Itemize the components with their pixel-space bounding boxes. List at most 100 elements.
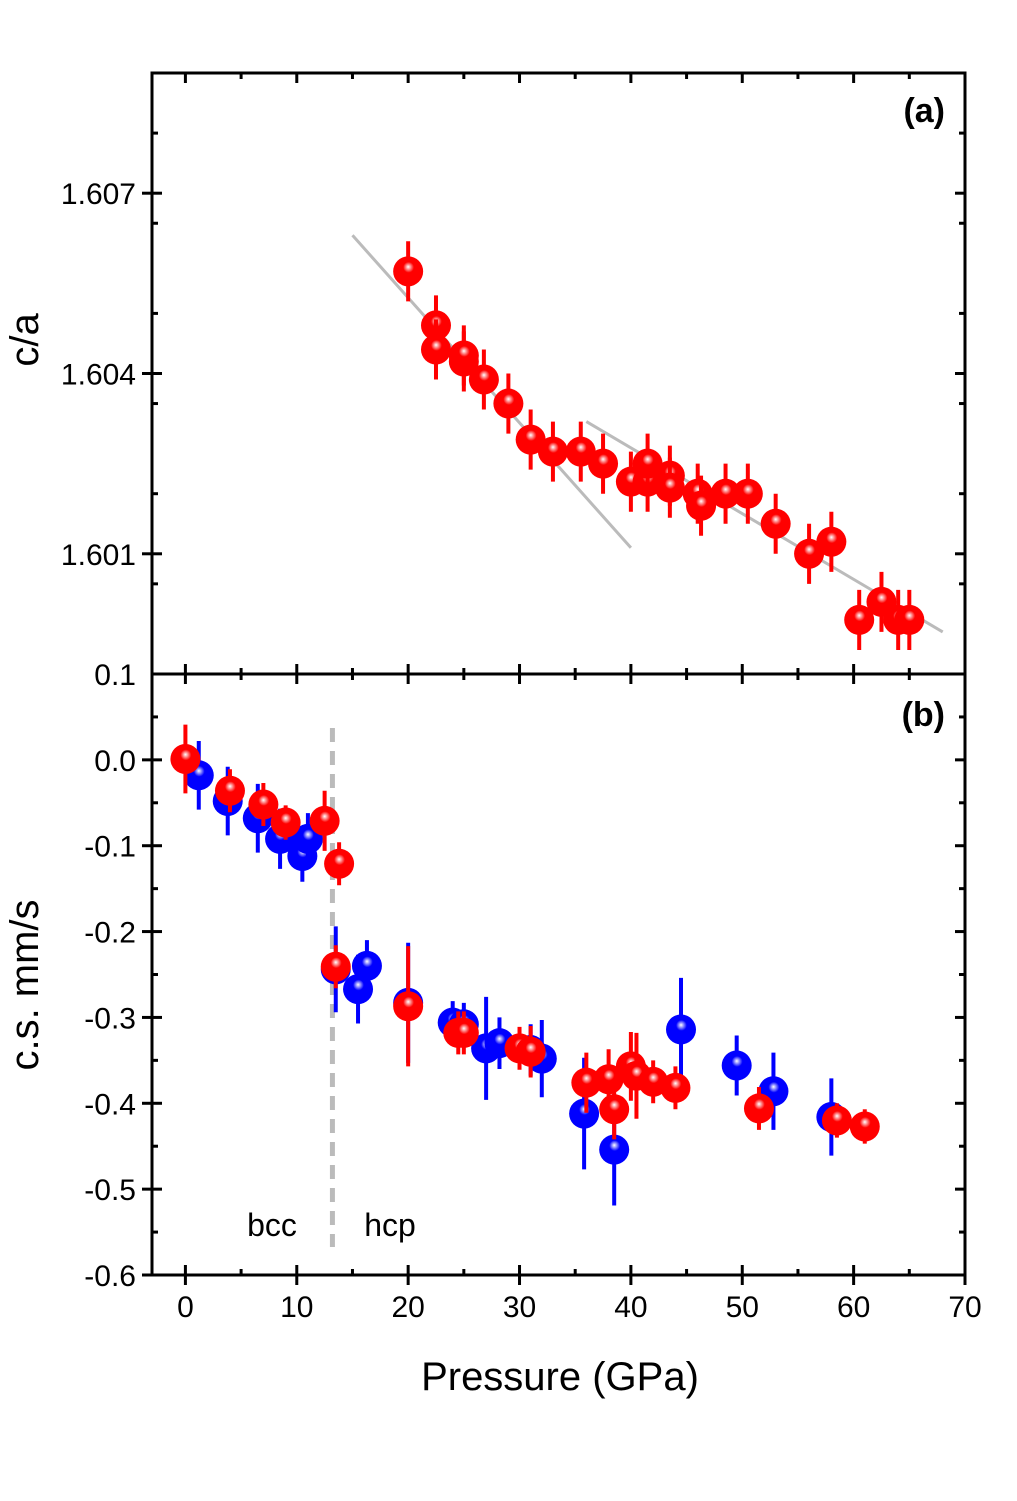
panel-b-y-tick-label: -0.6 [84, 1260, 136, 1293]
panel-b-series-1-point [393, 946, 424, 1067]
panel-b-marker [721, 1050, 752, 1081]
panel-a-series-0-point [565, 421, 596, 482]
panel-a-series-0-point [537, 421, 568, 482]
panel-b-series-1-point [515, 1026, 546, 1078]
panel-a-series-0-point [393, 241, 424, 302]
panel-a-y-tick-label: 1.607 [61, 178, 136, 211]
panel-a-series-0-point [420, 319, 451, 380]
panel-b-plot-frame [150, 672, 967, 1277]
panel-b-series-1-point [324, 842, 355, 886]
panel-a-marker [515, 424, 546, 455]
panel-a-marker [420, 334, 451, 365]
panel-b-marker [666, 1014, 697, 1045]
panel-b-ticks: 0.0 -0.1 -0.2 -0.3 -0.4 -0.5 -0.6 0 10 20 30 40 50 60… [84, 674, 982, 1324]
panel-b-series-1-point [743, 1086, 774, 1130]
panel-a-marker [468, 364, 499, 395]
panel-b-series-1-point [309, 790, 340, 851]
panel-a-y-axis-title: c/a [3, 313, 47, 367]
panel-b-marker [821, 1105, 852, 1136]
panel-b-series-1-point [821, 1103, 852, 1138]
panel-b-x-tick-label: 60 [837, 1291, 870, 1324]
panel-b-y-tick-label: -0.1 [84, 831, 136, 864]
panel-a-data-points [393, 241, 925, 650]
panel-b-y-tick-label: -0.2 [84, 917, 136, 950]
panel-a-marker [686, 490, 717, 521]
panel-a-marker [760, 508, 791, 539]
panel-b-marker [351, 950, 382, 981]
panel-a-series-0-point [794, 523, 825, 584]
panel-b-y-tick-label: -0.4 [84, 1088, 136, 1121]
panel-b-marker [448, 1017, 479, 1048]
panel-b-x-tick-label: 50 [726, 1291, 759, 1324]
panel-b-marker [515, 1036, 546, 1067]
panel-b: 0.0 -0.1 -0.2 -0.3 -0.4 -0.5 -0.6 0 10 20 30 40 50 60… [3, 672, 982, 1399]
panel-a-series-0-point [710, 463, 741, 524]
panel-a-y-tick-label: 1.604 [61, 359, 136, 392]
panel-b-x-tick-label: 20 [391, 1291, 424, 1324]
panel-b-series-1-point [849, 1109, 880, 1144]
panel-a-series-0-point [632, 433, 663, 494]
panel-b-series-0-point [666, 977, 697, 1081]
panel-b-marker [743, 1093, 774, 1124]
panel-b-marker [599, 1094, 630, 1125]
panel-a-marker [710, 478, 741, 509]
panel-a-series-0-point [894, 589, 925, 650]
panel-a-series-0-point [515, 409, 546, 470]
panel-a-marker [732, 478, 763, 509]
panel-b-marker [309, 805, 340, 836]
panel-a-marker [448, 340, 479, 371]
panel-a-marker [493, 388, 524, 419]
panel-b-label: (b) [902, 696, 945, 734]
panel-a-marker [588, 448, 619, 479]
panel-b-x-tick-label: 40 [614, 1291, 647, 1324]
panel-a-series-0-point [844, 589, 875, 650]
panel-b-y-tick-label: -0.5 [84, 1174, 136, 1207]
panel-a-series-0-point [468, 349, 499, 410]
panel-b-marker [660, 1072, 691, 1103]
panel-a-fit-lines [351, 234, 944, 634]
panel-b-series-1-point [599, 1079, 630, 1140]
panel-a-label: (a) [903, 92, 945, 130]
panel-a-y-tick-label: 1.601 [61, 539, 136, 572]
panel-a-series-0-point [732, 463, 763, 524]
panel-a-series-0-point [654, 457, 685, 518]
panel-a-series-0-point [760, 493, 791, 554]
panel-a-marker [816, 526, 847, 557]
panel-a-series-0-point [686, 475, 717, 536]
panel-b-x-tick-label: 0 [177, 1291, 194, 1324]
x-axis-title: Pressure (GPa) [421, 1355, 699, 1399]
panel-a-marker [894, 604, 925, 635]
panel-a-series-0-point [588, 433, 619, 494]
panel-b-marker [599, 1134, 630, 1165]
panel-a-series-0-point [816, 511, 847, 572]
panel-a-marker [565, 436, 596, 467]
panel-a-marker [632, 448, 663, 479]
panel-b-series-1-point [270, 805, 301, 840]
panel-a-bottom-tick-label: 0.1 [94, 659, 136, 692]
panel-b-marker [393, 991, 424, 1022]
panel-b-marker [571, 1067, 602, 1098]
panel-b-series-1-point [571, 1052, 602, 1113]
hcp-phase-label: hcp [364, 1207, 416, 1243]
panel-b-marker [569, 1098, 600, 1129]
panel-b-series-0-point [721, 1035, 752, 1096]
panel-b-marker [324, 848, 355, 879]
panel-a-ticks: 1.607 1.604 1.601 0.1 [61, 73, 967, 692]
panel-a-marker [393, 256, 424, 287]
panel-b-series-1-point [248, 783, 279, 826]
panel-a-marker [844, 604, 875, 635]
panel-b-x-tick-label: 10 [280, 1291, 313, 1324]
panel-b-series-1-point [448, 1011, 479, 1055]
panel-a-series-0-point [493, 373, 524, 434]
panel-b-y-tick-label: -0.3 [84, 1002, 136, 1035]
panel-a: 1.607 1.604 1.601 0.1 (a) c/a [3, 71, 967, 692]
panel-a-marker [654, 472, 685, 503]
panel-b-marker [849, 1111, 880, 1142]
panel-b-marker [214, 775, 245, 806]
panel-a-marker [794, 538, 825, 569]
panel-b-marker [170, 743, 201, 774]
panel-a-plot-frame [150, 71, 967, 676]
panel-a-marker [537, 436, 568, 467]
bcc-phase-label: bcc [247, 1207, 297, 1243]
